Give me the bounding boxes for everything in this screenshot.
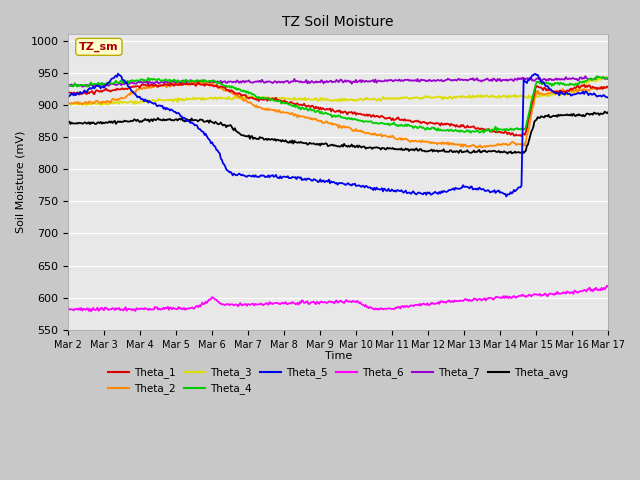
Theta_avg: [321, 141, 328, 146]
Theta_5: [593, 94, 601, 99]
Theta_7: [358, 80, 365, 85]
Theta_5: [114, 71, 122, 77]
Theta_7: [322, 79, 330, 85]
Line: Theta_6: Theta_6: [68, 286, 608, 311]
Theta_3: [325, 97, 333, 103]
Line: Theta_5: Theta_5: [68, 74, 608, 196]
Theta_7: [508, 76, 516, 82]
Theta_5: [322, 179, 330, 184]
Theta_6: [592, 285, 600, 291]
Theta_4: [604, 75, 612, 81]
Theta_7: [582, 73, 589, 79]
Theta_5: [387, 188, 394, 194]
Theta_avg: [601, 109, 609, 115]
Theta_3: [358, 96, 365, 102]
Theta_2: [189, 78, 196, 84]
Theta_2: [358, 127, 365, 133]
Theta_3: [508, 93, 516, 98]
Line: Theta_7: Theta_7: [68, 76, 608, 87]
Theta_7: [593, 75, 601, 81]
Theta_4: [593, 73, 601, 79]
Theta_4: [508, 127, 516, 132]
Theta_3: [592, 78, 600, 84]
Theta_1: [322, 107, 330, 112]
Theta_avg: [508, 150, 516, 156]
Theta_7: [325, 79, 333, 84]
Theta_3: [65, 100, 72, 106]
Theta_3: [322, 96, 330, 102]
Theta_4: [386, 122, 394, 128]
Theta_5: [604, 95, 612, 100]
Title: TZ Soil Moisture: TZ Soil Moisture: [282, 15, 394, 29]
Theta_6: [387, 306, 394, 312]
Theta_4: [65, 83, 72, 88]
Theta_3: [98, 102, 106, 108]
Text: TZ_sm: TZ_sm: [79, 42, 118, 52]
Theta_avg: [356, 144, 364, 149]
Theta_4: [592, 76, 600, 82]
Theta_2: [387, 133, 394, 139]
Theta_6: [508, 295, 516, 301]
Theta_avg: [324, 143, 332, 149]
Theta_5: [325, 177, 333, 182]
Theta_3: [387, 96, 394, 101]
Theta_7: [65, 83, 72, 88]
Theta_3: [601, 74, 609, 80]
Theta_avg: [386, 145, 394, 151]
Legend: Theta_1, Theta_2, Theta_3, Theta_4, Theta_5, Theta_6, Theta_7, Theta_avg: Theta_1, Theta_2, Theta_3, Theta_4, Thet…: [104, 363, 572, 398]
Theta_5: [502, 193, 510, 199]
Theta_7: [604, 76, 612, 82]
Theta_1: [387, 116, 394, 121]
Theta_6: [603, 283, 611, 288]
Theta_6: [604, 284, 612, 289]
Theta_2: [593, 85, 601, 91]
Theta_4: [324, 111, 332, 117]
Theta_5: [509, 190, 516, 195]
Theta_2: [65, 99, 72, 105]
Theta_4: [321, 110, 328, 116]
Theta_5: [358, 184, 365, 190]
Theta_2: [509, 139, 516, 144]
Theta_1: [593, 86, 601, 92]
Line: Theta_3: Theta_3: [68, 77, 608, 105]
Line: Theta_4: Theta_4: [68, 76, 608, 132]
Line: Theta_2: Theta_2: [68, 81, 608, 148]
Theta_1: [508, 131, 516, 136]
Theta_6: [358, 301, 365, 307]
Y-axis label: Soil Moisture (mV): Soil Moisture (mV): [15, 131, 25, 233]
Theta_4: [467, 130, 474, 135]
Theta_6: [325, 299, 333, 304]
Theta_avg: [504, 151, 511, 156]
Theta_1: [325, 107, 333, 112]
Theta_7: [79, 84, 86, 90]
Theta_1: [604, 84, 612, 90]
X-axis label: Time: Time: [324, 351, 352, 361]
Line: Theta_1: Theta_1: [68, 83, 608, 136]
Theta_2: [325, 120, 333, 126]
Theta_1: [518, 133, 525, 139]
Theta_5: [65, 94, 72, 100]
Theta_avg: [592, 111, 600, 117]
Theta_4: [356, 118, 364, 123]
Theta_2: [474, 145, 481, 151]
Theta_7: [387, 77, 394, 83]
Line: Theta_avg: Theta_avg: [68, 112, 608, 154]
Theta_1: [358, 111, 365, 117]
Theta_avg: [65, 120, 72, 125]
Theta_avg: [604, 109, 612, 115]
Theta_2: [604, 84, 612, 90]
Theta_6: [87, 308, 95, 314]
Theta_1: [65, 90, 72, 96]
Theta_3: [604, 75, 612, 81]
Theta_1: [194, 80, 202, 85]
Theta_2: [322, 119, 330, 125]
Theta_6: [65, 305, 72, 311]
Theta_6: [322, 300, 330, 305]
